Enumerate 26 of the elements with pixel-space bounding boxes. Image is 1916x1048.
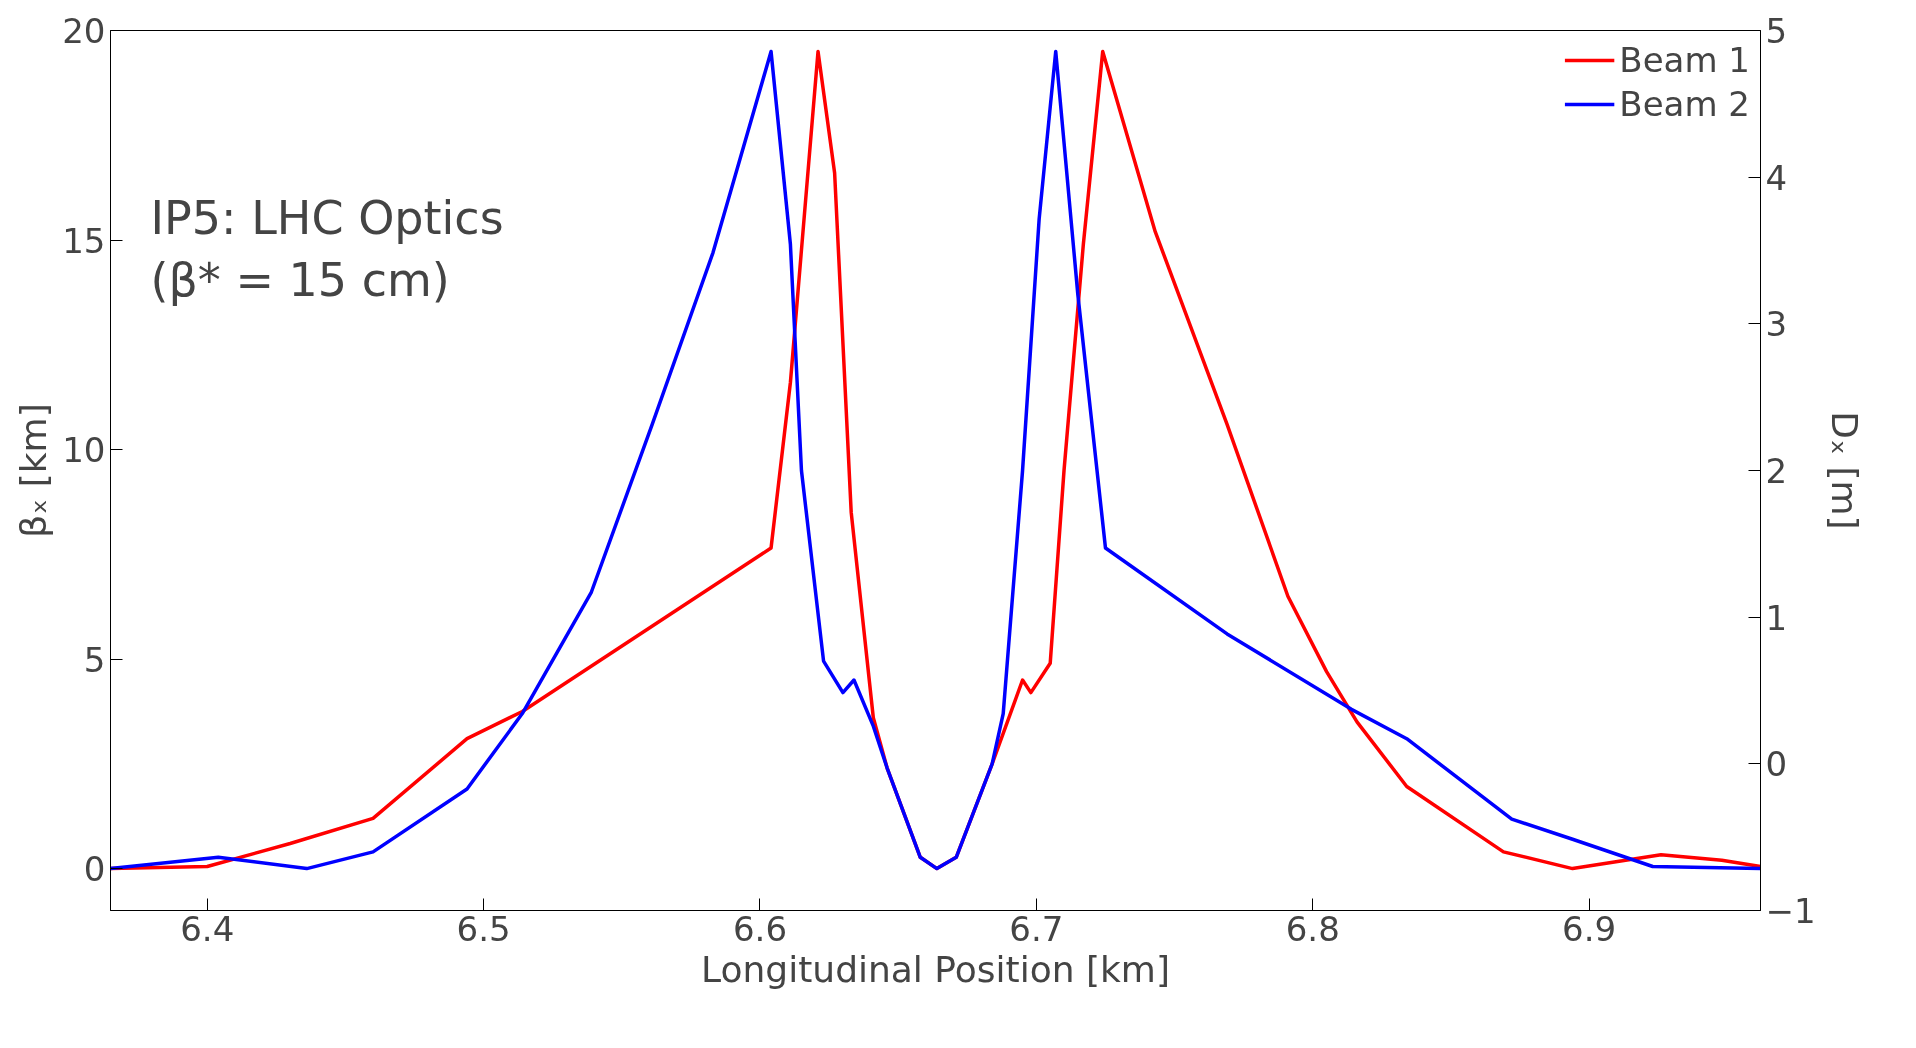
y2-tick-label: 1 (1765, 597, 1788, 638)
legend-label: Beam 1 (1619, 40, 1750, 80)
y-tick-label: 20 (62, 11, 106, 51)
annotation: IP5: LHC Optics (150, 190, 504, 245)
x-tick-label: 6.8 (1285, 908, 1340, 949)
y2-tick-label: 5 (1765, 11, 1788, 51)
y2-tick-label: 2 (1765, 451, 1788, 491)
annotation: (β* = 15 cm) (150, 252, 450, 307)
x-tick-label: 6.5 (456, 908, 511, 949)
x-tick-label: 6.9 (1562, 908, 1617, 949)
y-tick-label: 5 (83, 639, 106, 680)
y2-axis-title: Dₓ [m] (1823, 411, 1865, 530)
x-tick-label: 6.6 (732, 908, 788, 949)
y2-tick-label: 3 (1765, 304, 1788, 345)
y2-tick-label: 0 (1765, 744, 1788, 785)
y-axis-title: βₓ [km] (13, 403, 55, 538)
y-tick-label: 0 (83, 849, 106, 890)
legend-label: Beam 2 (1619, 84, 1750, 124)
x-tick-label: 6.4 (180, 908, 235, 949)
y2-tick-label: −1 (1765, 891, 1816, 931)
y-tick-label: 10 (62, 430, 106, 471)
y-tick-label: 15 (62, 220, 106, 261)
x-axis-title: Longitudinal Position [km] (701, 948, 1170, 990)
x-tick-label: 6.7 (1009, 908, 1064, 949)
line-series (110, 49, 1761, 871)
y2-tick-label: 4 (1765, 157, 1788, 198)
